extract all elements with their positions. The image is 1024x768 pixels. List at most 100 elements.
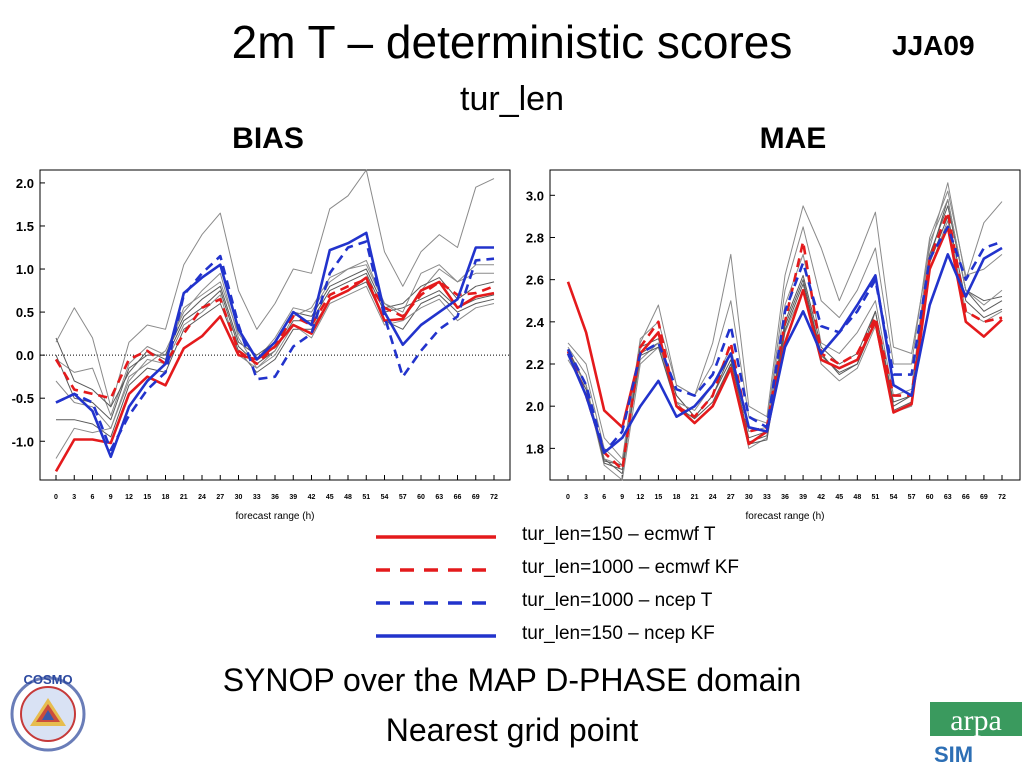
y-tick-label: 2.0 [16,176,34,191]
x-tick-label: 60 [926,494,934,501]
x-tick-label: 51 [362,494,370,501]
x-tick-label: 33 [253,494,261,501]
series-line-highlight [55,231,494,459]
x-tick-label: 39 [799,494,807,501]
x-tick-label: 15 [143,494,151,501]
y-tick-label: -0.5 [12,391,34,406]
legend-swatch [376,601,496,605]
bias-chart-title: BIAS [232,122,304,155]
x-tick-label: 69 [472,494,480,501]
x-tick-label: 18 [162,494,170,501]
cosmo-logo-text: COSMO [23,672,72,687]
x-tick-label: 42 [308,494,316,501]
x-tick-label: 45 [835,494,843,501]
series-line-member [567,182,1003,466]
series-line-highlight [55,240,495,452]
series-line-member [567,199,1003,466]
x-tick-label: 54 [890,494,898,501]
x-tick-label: 48 [853,494,861,501]
bias-chart: 2.01.51.00.50.0-0.5-1.00 3 6 9 12 15 18 21 24 27 3… [12,169,511,522]
series-line-member [567,190,1003,460]
legend-label: tur_len=1000 – ecmwf KF [522,557,740,578]
y-tick-label: 3.0 [526,188,544,203]
slide-subtitle: tur_len [460,80,564,118]
plot-frame [39,169,511,481]
x-tick-label: 6 [602,494,606,501]
x-tick-label: 3 [72,494,76,501]
y-tick-label: 2.2 [526,357,544,372]
footer-line-2: Nearest grid point [385,712,639,748]
y-tick-label: 1.8 [526,441,544,456]
y-tick-label: 2.6 [526,273,544,288]
x-tick-label: 63 [944,494,952,501]
y-tick-label: 2.8 [526,230,544,245]
y-tick-label: 2.0 [526,399,544,414]
x-tick-label: 66 [454,494,462,501]
x-tick-label: 24 [198,494,206,501]
x-axis-label: forecast range (h) [746,511,825,522]
x-axis-label: forecast range (h) [236,511,315,522]
x-tick-label: 48 [344,494,352,501]
legend-item: tur_len=150 – ecmwf T [370,520,790,554]
y-tick-label: 1.5 [16,219,34,234]
series-line-member [55,259,494,429]
x-tick-label: 24 [709,494,717,501]
y-tick-label: 0.0 [16,348,34,363]
x-tick-label: 57 [908,494,916,501]
x-tick-label: 27 [216,494,224,501]
x-tick-label: 54 [381,494,389,501]
series-line-member [55,169,495,408]
x-tick-label: 21 [691,494,699,501]
slide-title: 2m T – deterministic scores [231,16,793,68]
legend-swatch [376,535,496,539]
x-tick-label: 18 [673,494,681,501]
y-tick-label: -1.0 [12,434,34,449]
legend-swatch [376,634,496,638]
x-tick-label: 33 [763,494,771,501]
x-tick-label: 60 [417,494,425,501]
x-tick-label: 6 [91,494,95,501]
mae-chart: 3.02.82.62.42.22.01.80 3 6 9 12 15 18 21 24 27 30 3… [526,169,1021,522]
season-label: JJA09 [892,30,975,61]
footer-line-1: SYNOP over the MAP D-PHASE domain [222,662,802,698]
legend-item: tur_len=150 – ncep KF [370,619,790,653]
series-line-highlight [54,278,495,400]
x-tick-label: 0 [566,494,570,501]
x-tick-label: 51 [872,494,880,501]
legend-label: tur_len=150 – ecmwf T [522,524,716,545]
x-tick-label: 27 [727,494,735,501]
x-tick-label: 72 [490,494,498,501]
legend-swatch [376,568,496,572]
series-line-highlight [566,225,1003,454]
x-tick-label: 42 [817,494,825,501]
x-tick-label: 36 [781,494,789,501]
mae-chart-title: MAE [759,122,827,155]
arpa-logo-text: arpa [950,704,1002,737]
x-tick-label: 39 [289,494,297,501]
x-tick-label: 63 [435,494,443,501]
x-tick-label: 21 [180,494,188,501]
legend-item: tur_len=1000 – ncep T [370,586,790,620]
x-tick-label: 0 [54,494,58,501]
x-tick-label: 9 [620,494,624,501]
x-tick-label: 57 [399,494,407,501]
x-tick-label: 9 [109,494,113,501]
x-tick-label: 36 [271,494,279,501]
x-tick-label: 45 [326,494,334,501]
legend-label: tur_len=1000 – ncep T [522,590,713,611]
series-line-highlight [566,246,1003,454]
legend-item: tur_len=1000 – ecmwf KF [370,553,790,587]
y-tick-label: 2.4 [526,315,545,330]
x-tick-label: 12 [636,494,644,501]
x-tick-label: 12 [125,494,133,501]
arpa-logo-subtext: SIM [934,742,973,767]
arpa-logo: arpa SIM [930,702,1022,767]
x-tick-label: 15 [655,494,663,501]
series-line-member [55,285,495,459]
x-tick-label: 30 [235,494,243,501]
x-tick-label: 72 [998,494,1006,501]
x-tick-label: 3 [584,494,588,501]
x-tick-label: 69 [980,494,988,501]
cosmo-logo: COSMO [10,672,86,752]
x-tick-label: 30 [745,494,753,501]
